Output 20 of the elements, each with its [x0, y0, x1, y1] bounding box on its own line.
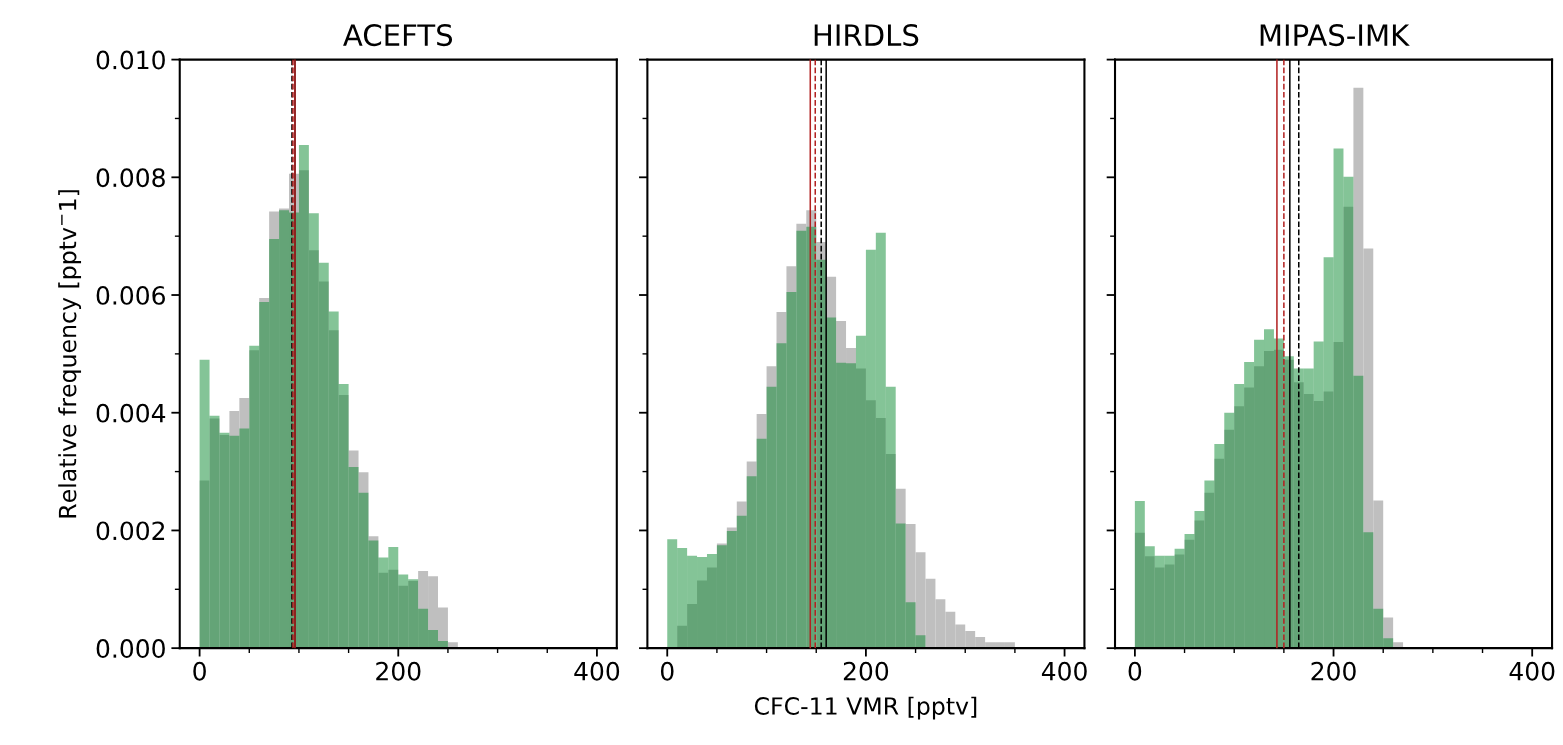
y-tick-label: 0.008 [96, 168, 165, 188]
x-axis-title: CFC-11 VMR [pptv] [754, 696, 977, 720]
x-tick-label: 400 [1041, 661, 1087, 681]
y-tick-label: 0.006 [96, 285, 165, 305]
y-tick-label: 0.000 [96, 639, 165, 658]
y-tick-label: 0.010 [96, 50, 165, 70]
x-tick-label: 200 [376, 661, 421, 681]
chart-title: HIRDLS [814, 24, 919, 47]
x-tick-label: 0 [1128, 661, 1142, 681]
x-tick-label: 400 [574, 661, 620, 681]
x-tick-label: 400 [1509, 661, 1555, 681]
x-tick-label: 200 [1311, 661, 1356, 681]
y-tick-label: 0.004 [96, 403, 166, 423]
x-tick-label: 0 [660, 661, 674, 681]
chart-title: MIPAS-IMK [1260, 24, 1410, 47]
chart-title: ACEFTS [343, 24, 453, 47]
y-tick-label: 0.002 [96, 521, 165, 541]
x-tick-label: 0 [193, 661, 206, 681]
y-axis-title: Relative frequency [pptv$^{−}$1] [58, 190, 82, 518]
x-tick-label: 200 [843, 661, 889, 681]
